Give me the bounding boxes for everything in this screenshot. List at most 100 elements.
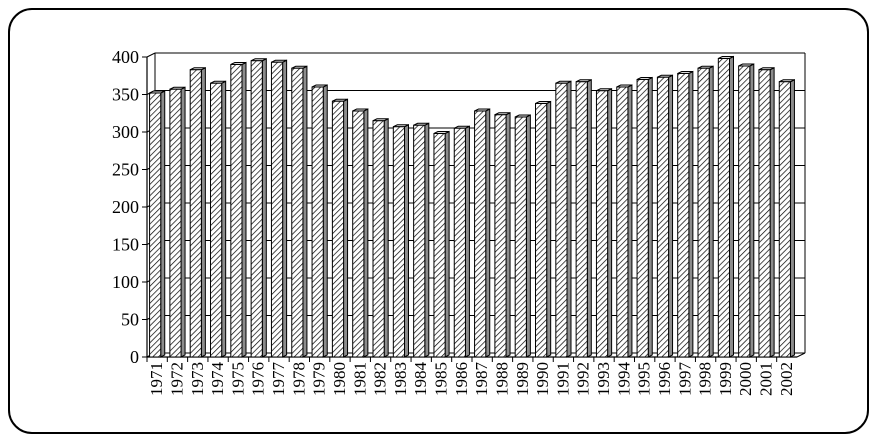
bar	[210, 80, 227, 358]
bar-side	[464, 125, 470, 358]
y-tick-label: 250	[112, 160, 139, 180]
x-tick-label: 1977	[269, 362, 288, 397]
bar	[778, 78, 795, 358]
x-tick-label: 1980	[330, 362, 349, 396]
x-tick-label: 1999	[716, 362, 735, 396]
bar	[413, 122, 430, 358]
bar-side	[403, 123, 409, 358]
x-tick-label: 1988	[492, 362, 511, 396]
bar	[535, 100, 552, 358]
bar-front	[352, 110, 365, 358]
bar	[331, 98, 349, 358]
bar-front	[494, 114, 507, 358]
x-tick-label: 1991	[553, 362, 572, 396]
bar-side	[424, 122, 430, 358]
bar	[636, 76, 653, 358]
bar-side	[749, 63, 755, 358]
bar-side	[688, 70, 694, 358]
x-tick-label: 1987	[472, 362, 491, 397]
bar	[453, 125, 470, 358]
bar-front	[758, 69, 771, 358]
bar-front	[453, 127, 466, 358]
bar-front	[616, 86, 629, 358]
bar-front	[230, 64, 243, 358]
bar	[758, 66, 775, 358]
x-tick-label: 1985	[432, 362, 451, 396]
bar-front	[169, 88, 182, 358]
bar	[352, 108, 369, 358]
x-tick-label: 1972	[167, 362, 186, 396]
bar-front	[595, 90, 609, 358]
bar	[372, 117, 389, 358]
bars	[149, 55, 795, 358]
bar	[169, 86, 186, 358]
bar-side	[200, 66, 206, 358]
bar-side	[343, 98, 349, 358]
bar-side	[444, 130, 450, 358]
bar-front	[311, 86, 324, 358]
bar	[311, 84, 328, 358]
bar-front	[677, 73, 690, 358]
bar-front	[778, 81, 791, 358]
x-tick-label: 1990	[533, 362, 552, 396]
bar-side	[566, 80, 572, 358]
bar-side	[627, 84, 633, 358]
bar-front	[372, 120, 385, 358]
bar	[616, 84, 633, 358]
bar-front	[250, 60, 263, 358]
bar-side	[525, 114, 531, 358]
bar	[514, 114, 531, 358]
x-tick-label: 1986	[452, 362, 471, 396]
x-tick-label: 1978	[289, 362, 308, 396]
bar-front	[189, 69, 202, 358]
bar-front	[514, 116, 527, 358]
x-tick-label: 1984	[411, 362, 430, 397]
y-tick-label: 400	[112, 47, 139, 67]
x-tick-label: 1995	[635, 362, 654, 396]
x-tick-label: 1994	[614, 362, 633, 397]
bar-front	[270, 61, 284, 358]
bar-front	[291, 67, 304, 358]
x-tick-label: 1997	[675, 362, 694, 397]
x-tick-label: 2002	[777, 362, 796, 396]
bar	[717, 55, 734, 358]
bar-front	[433, 133, 446, 358]
bar	[392, 123, 409, 358]
bar-front	[535, 103, 548, 358]
y-tick-label: 50	[121, 310, 139, 330]
bar-front	[656, 76, 670, 358]
bar-side	[485, 108, 491, 358]
y-tick-label: 100	[112, 272, 139, 292]
bar-front	[717, 58, 730, 358]
y-axis-ticks: 0 50 100 150 200 250 300 350 400	[112, 47, 147, 367]
bar	[291, 65, 308, 358]
bar-side	[647, 76, 653, 358]
x-tick-label: 1982	[371, 362, 390, 396]
x-tick-label: 1974	[208, 362, 227, 397]
bar	[595, 87, 613, 358]
bar-front	[636, 79, 649, 358]
bar-front	[413, 124, 426, 358]
bar	[555, 80, 572, 358]
bar-side	[261, 57, 267, 358]
bar-side	[728, 55, 734, 358]
bar-front	[331, 100, 345, 358]
x-tick-label: 1973	[188, 362, 207, 396]
bar-side	[180, 86, 186, 358]
bar	[494, 111, 511, 358]
bar	[738, 63, 755, 358]
bar-front	[555, 82, 568, 358]
bar-side	[302, 65, 308, 358]
x-tick-label: 1975	[228, 362, 247, 396]
bar-side	[221, 80, 227, 358]
x-axis-ticks: 1971 1972 1973 1974 1975 1976 1977 1978 1979 1980…	[146, 357, 796, 397]
x-tick-label: 1983	[391, 362, 410, 396]
gridline-depth	[146, 52, 156, 58]
x-tick-label: 1981	[350, 362, 369, 396]
bar-side	[383, 117, 389, 358]
bar-side	[363, 108, 369, 358]
bar-side	[505, 111, 511, 358]
bar-side	[546, 100, 552, 358]
bar-side	[282, 59, 288, 358]
